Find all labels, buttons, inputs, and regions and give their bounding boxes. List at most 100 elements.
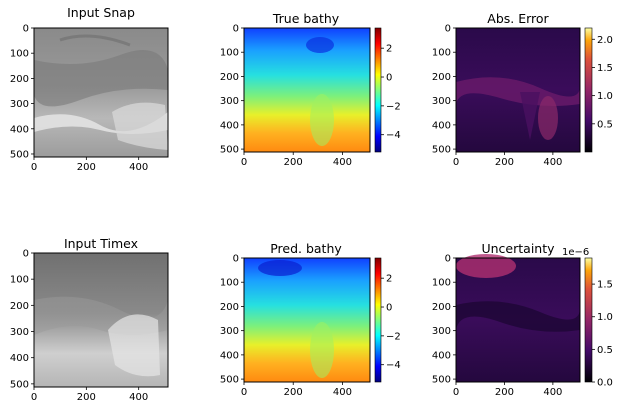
colorbar-tick-label: 1.5 [597, 63, 613, 74]
x-tick-label: 0 [453, 157, 459, 168]
x-tick-label: 400 [129, 162, 148, 173]
y-tick-label: 200 [220, 72, 239, 83]
panel-title: True bathy [272, 11, 340, 26]
colorbar-tick-label: 1.0 [597, 312, 613, 323]
panel-title: Uncertainty [481, 241, 555, 256]
y-tick-label: 100 [10, 275, 29, 286]
y-tick-label: 500 [10, 149, 29, 160]
heatmap-image [455, 27, 581, 153]
x-tick-label: 0 [31, 392, 37, 403]
panel-abs-error: Abs. Error 0 100 200 300 400 500 0 200 400 2.0 1… [432, 11, 613, 168]
panel-input-snap: Input Snap 0 100 200 300 400 500 0 200 400 [10, 5, 169, 173]
panel-title: Abs. Error [487, 11, 549, 26]
y-tick-label: 300 [10, 99, 29, 110]
y-tick-label: 300 [220, 96, 239, 107]
panel-uncertainty: Uncertainty 0 100 200 300 400 500 0 200 400 1e−… [432, 241, 613, 398]
y-axis: 0 100 200 300 400 500 [10, 249, 34, 390]
y-tick-label: 500 [10, 379, 29, 390]
y-axis: 0 100 200 300 400 500 [220, 24, 244, 156]
y-tick-label: 400 [432, 350, 451, 361]
y-tick-label: 400 [220, 350, 239, 361]
colorbar-tick-label: 1.5 [597, 280, 613, 291]
x-tick-label: 0 [453, 387, 459, 398]
y-tick-label: 0 [23, 24, 29, 35]
colorbar: 1e−6 1.5 1.0 0.5 0.0 [562, 247, 613, 389]
y-axis: 0 100 200 300 400 500 [432, 254, 456, 386]
y-tick-label: 100 [220, 278, 239, 289]
y-tick-label: 0 [445, 24, 451, 35]
colorbar-tick-label: 1.0 [597, 91, 613, 102]
panel-title: Input Snap [67, 5, 135, 20]
heatmap-image [243, 257, 371, 383]
colorbar: 2 0 −2 −4 [374, 257, 401, 383]
y-tick-label: 500 [432, 375, 451, 386]
y-tick-label: 200 [432, 72, 451, 83]
colorbar-tick-label: 2.0 [597, 35, 613, 46]
colorbar-tick-label: 0 [386, 73, 392, 84]
y-tick-label: 0 [233, 24, 239, 35]
x-axis: 0 200 400 [31, 157, 148, 173]
y-tick-label: 200 [432, 302, 451, 313]
y-tick-label: 300 [220, 326, 239, 337]
y-tick-label: 400 [10, 124, 29, 135]
y-tick-label: 500 [220, 145, 239, 156]
x-tick-label: 400 [129, 392, 148, 403]
y-tick-label: 100 [432, 48, 451, 59]
colorbar-tick-label: −2 [386, 101, 401, 112]
colorbar-tick-label: 2 [386, 274, 392, 285]
x-axis: 0 200 400 [453, 382, 562, 398]
heatmap-image [33, 252, 169, 388]
heatmap-image [33, 27, 169, 158]
x-tick-label: 0 [241, 387, 247, 398]
colorbar: 2.0 1.5 1.0 0.5 [584, 27, 613, 153]
x-axis: 0 200 400 [31, 387, 148, 403]
y-axis: 0 100 200 300 400 500 [220, 254, 244, 386]
y-tick-label: 300 [10, 327, 29, 338]
x-axis: 0 200 400 [241, 382, 352, 398]
colorbar-offset-text: 1e−6 [562, 247, 589, 258]
panel-title: Pred. bathy [270, 241, 342, 256]
y-axis: 0 100 200 300 400 500 [10, 24, 34, 160]
colorbar-ticks: 2.0 1.5 1.0 0.5 [592, 35, 613, 130]
y-tick-label: 500 [220, 375, 239, 386]
colorbar-tick-label: 2 [386, 44, 392, 55]
colorbar-tick-label: 0.5 [597, 119, 613, 130]
y-tick-label: 0 [23, 249, 29, 260]
colorbar-tick-label: 0.0 [597, 378, 613, 389]
x-tick-label: 400 [543, 157, 562, 168]
y-tick-label: 100 [220, 48, 239, 59]
colorbar-ticks: 2 0 −2 −4 [381, 44, 401, 141]
x-tick-label: 0 [31, 162, 37, 173]
y-tick-label: 100 [10, 49, 29, 60]
y-tick-label: 400 [220, 120, 239, 131]
panel-input-timex: Input Timex 0 100 200 300 400 500 0 200 400 [10, 236, 169, 403]
x-tick-label: 200 [284, 387, 303, 398]
y-axis: 0 100 200 300 400 500 [432, 24, 456, 156]
y-tick-label: 200 [220, 302, 239, 313]
colorbar-ticks: 2 0 −2 −4 [381, 274, 401, 371]
panel-pred-bathy: Pred. bathy 0 100 200 300 400 500 0 200 400 2 0 −… [220, 241, 401, 398]
x-tick-label: 200 [77, 392, 96, 403]
colorbar-tick-label: 0.5 [597, 345, 613, 356]
heatmap-image [455, 254, 581, 383]
y-tick-label: 300 [432, 96, 451, 107]
x-axis: 0 200 400 [453, 152, 562, 168]
y-tick-label: 300 [432, 326, 451, 337]
colorbar-tick-label: −4 [386, 130, 401, 141]
x-tick-label: 400 [333, 387, 352, 398]
y-tick-label: 0 [445, 254, 451, 265]
x-axis: 0 200 400 [241, 152, 352, 168]
x-tick-label: 200 [284, 157, 303, 168]
y-tick-label: 0 [233, 254, 239, 265]
x-tick-label: 0 [241, 157, 247, 168]
x-tick-label: 200 [495, 387, 514, 398]
y-tick-label: 400 [10, 353, 29, 364]
panel-title: Input Timex [64, 236, 138, 251]
x-tick-label: 200 [77, 162, 96, 173]
y-tick-label: 500 [432, 145, 451, 156]
panel-true-bathy: True bathy 0 100 200 300 400 500 0 200 400 2 0 −2… [220, 11, 401, 168]
y-tick-label: 400 [432, 120, 451, 131]
colorbar-tick-label: −2 [386, 331, 401, 342]
colorbar-ticks: 1.5 1.0 0.5 0.0 [592, 280, 613, 389]
